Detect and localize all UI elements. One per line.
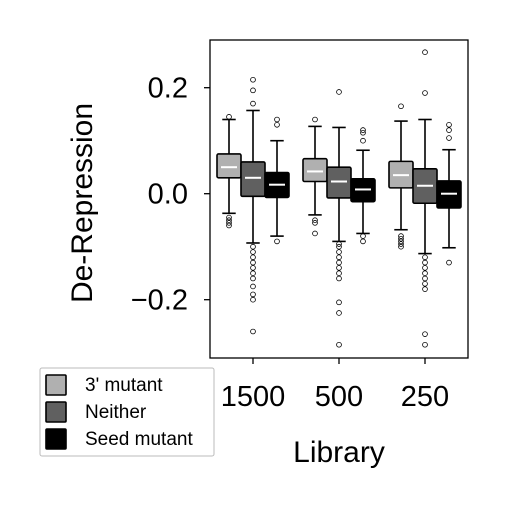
outlier-point <box>250 249 256 255</box>
legend-frame <box>39 367 215 457</box>
y-axis: 0.2 0.0 −0.2 <box>131 73 210 317</box>
box-0-2 <box>388 103 414 250</box>
box-body <box>302 157 328 183</box>
outlier-point <box>312 116 318 123</box>
outlier-point <box>446 135 452 141</box>
outlier-point <box>422 341 428 348</box>
outlier-point <box>250 87 256 94</box>
outlier-point <box>250 100 256 107</box>
box-2-0 <box>264 116 290 245</box>
outlier-point <box>398 235 404 242</box>
outlier-point <box>336 341 342 348</box>
outlier-point <box>250 243 256 250</box>
outlier-point <box>398 243 404 250</box>
outlier-point <box>336 254 342 261</box>
outlier-point <box>422 254 428 261</box>
outlier-point <box>226 220 232 226</box>
outlier-point <box>336 265 342 271</box>
legend-label: Seed mutant <box>85 429 193 450</box>
outlier-point <box>226 114 232 120</box>
outlier-point <box>250 296 256 303</box>
outlier-point <box>312 220 318 226</box>
box-1-0 <box>240 76 266 335</box>
x-tick-label: 1500 <box>221 381 286 413</box>
outlier-point <box>422 280 428 287</box>
outlier-point <box>360 238 366 245</box>
box-1-2 <box>412 49 438 348</box>
legend-swatch <box>45 374 67 396</box>
outlier-point <box>446 259 452 266</box>
x-tick-label: 500 <box>315 381 363 413</box>
outlier-point <box>312 230 318 237</box>
x-tick-label: 250 <box>401 381 449 413</box>
outlier-point <box>336 259 342 266</box>
y-tick-label: 0.2 <box>148 73 188 105</box>
outlier-point <box>250 291 256 298</box>
y-tick-label: −0.2 <box>131 285 188 317</box>
outlier-point <box>250 76 256 83</box>
box-body <box>326 166 352 199</box>
outlier-point <box>360 233 366 239</box>
outlier-point <box>398 241 404 247</box>
outlier-point <box>226 217 232 224</box>
outlier-point <box>336 275 342 282</box>
box-2-1 <box>350 127 376 245</box>
y-tick-label: 0.0 <box>148 179 188 211</box>
outlier-point <box>336 249 342 255</box>
box-0-0 <box>216 114 242 229</box>
outlier-point <box>250 254 256 261</box>
box-series-group <box>216 49 462 348</box>
outlier-point <box>446 122 452 128</box>
legend-swatch <box>45 428 67 450</box>
outlier-point <box>422 275 428 282</box>
outlier-point <box>250 328 256 335</box>
outlier-point <box>422 90 428 96</box>
box-body <box>240 161 266 198</box>
outlier-point <box>360 129 366 136</box>
outlier-point <box>336 310 342 316</box>
outlier-point <box>422 259 428 266</box>
legend-label: 3' mutant <box>85 375 163 396</box>
outlier-point <box>360 137 366 144</box>
outlier-point <box>250 275 256 282</box>
outlier-point <box>336 89 342 95</box>
outlier-point <box>446 127 452 133</box>
outlier-point <box>422 49 428 55</box>
outlier-point <box>274 122 280 128</box>
box-body <box>216 153 242 179</box>
x-axis-title: Library <box>293 436 385 469</box>
outlier-point <box>274 238 280 245</box>
outlier-point <box>250 270 256 277</box>
outlier-point <box>422 286 428 292</box>
outlier-point <box>250 259 256 266</box>
outlier-point <box>422 331 428 337</box>
outlier-point <box>398 238 404 245</box>
box-0-1 <box>302 116 328 237</box>
outlier-point <box>422 265 428 271</box>
outlier-point <box>398 233 404 239</box>
outlier-point <box>250 265 256 271</box>
outlier-point <box>336 299 342 306</box>
outlier-point <box>336 270 342 277</box>
outlier-point <box>226 214 232 221</box>
legend-label: Neither <box>85 402 147 423</box>
outlier-point <box>226 222 232 229</box>
y-axis-title: De-Repression <box>66 103 99 303</box>
outlier-point <box>336 241 342 247</box>
outlier-point <box>312 217 318 224</box>
legend-swatch <box>45 401 67 423</box>
outlier-point <box>336 243 342 250</box>
outlier-point <box>250 283 256 290</box>
legend: 3' mutant Neither Seed mutant <box>39 367 215 457</box>
outlier-point <box>422 270 428 277</box>
outlier-point <box>274 116 280 123</box>
box-2-2 <box>436 122 462 266</box>
outlier-point <box>360 127 366 133</box>
x-axis: 1500 500 250 <box>221 358 449 413</box>
outlier-point <box>398 103 404 110</box>
box-1-1 <box>326 89 352 348</box>
